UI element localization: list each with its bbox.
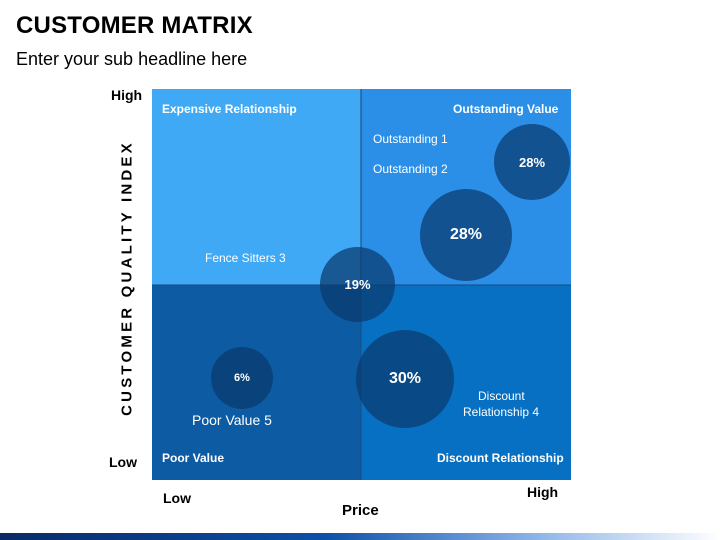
label-outstanding-1: Outstanding 1 (373, 132, 448, 146)
label-poor-value: Poor Value 5 (192, 412, 272, 428)
bubble-poor-value: 6% (211, 347, 273, 409)
bubble-discount: 30% (356, 330, 454, 428)
label-discount-line1: Discount (478, 389, 525, 403)
bubble-fence-sitters: 19% (320, 247, 395, 322)
x-axis-title: Price (342, 502, 379, 519)
quadrant-expensive-relationship (152, 89, 361, 285)
label-discount-line2: Relationship 4 (463, 405, 540, 419)
quadrant-label-poor-value: Poor Value (162, 451, 225, 465)
y-axis-low-label: Low (109, 454, 137, 470)
x-axis-high-label: High (527, 484, 559, 500)
quadrant-label-expensive-relationship: Expensive Relationship (162, 102, 297, 116)
page-title: CUSTOMER MATRIX (16, 12, 253, 39)
label-fence-sitters: Fence Sitters 3 (205, 251, 286, 265)
quadrant-label-discount-relationship: Discount Relationship (437, 451, 564, 465)
y-axis-title: CUSTOMER QUALITY INDEX (118, 140, 136, 416)
quadrant-label-outstanding-value: Outstanding Value (453, 102, 559, 116)
y-axis-high-label: High (111, 87, 143, 103)
bubble-outstanding-small: 28% (494, 124, 570, 200)
bubble-outstanding-large: 28% (420, 189, 512, 281)
page-subtitle: Enter your sub headline here (16, 49, 248, 69)
footer-accent-bar (0, 533, 720, 540)
label-outstanding-2: Outstanding 2 (373, 162, 448, 176)
x-axis-low-label: Low (163, 490, 191, 506)
